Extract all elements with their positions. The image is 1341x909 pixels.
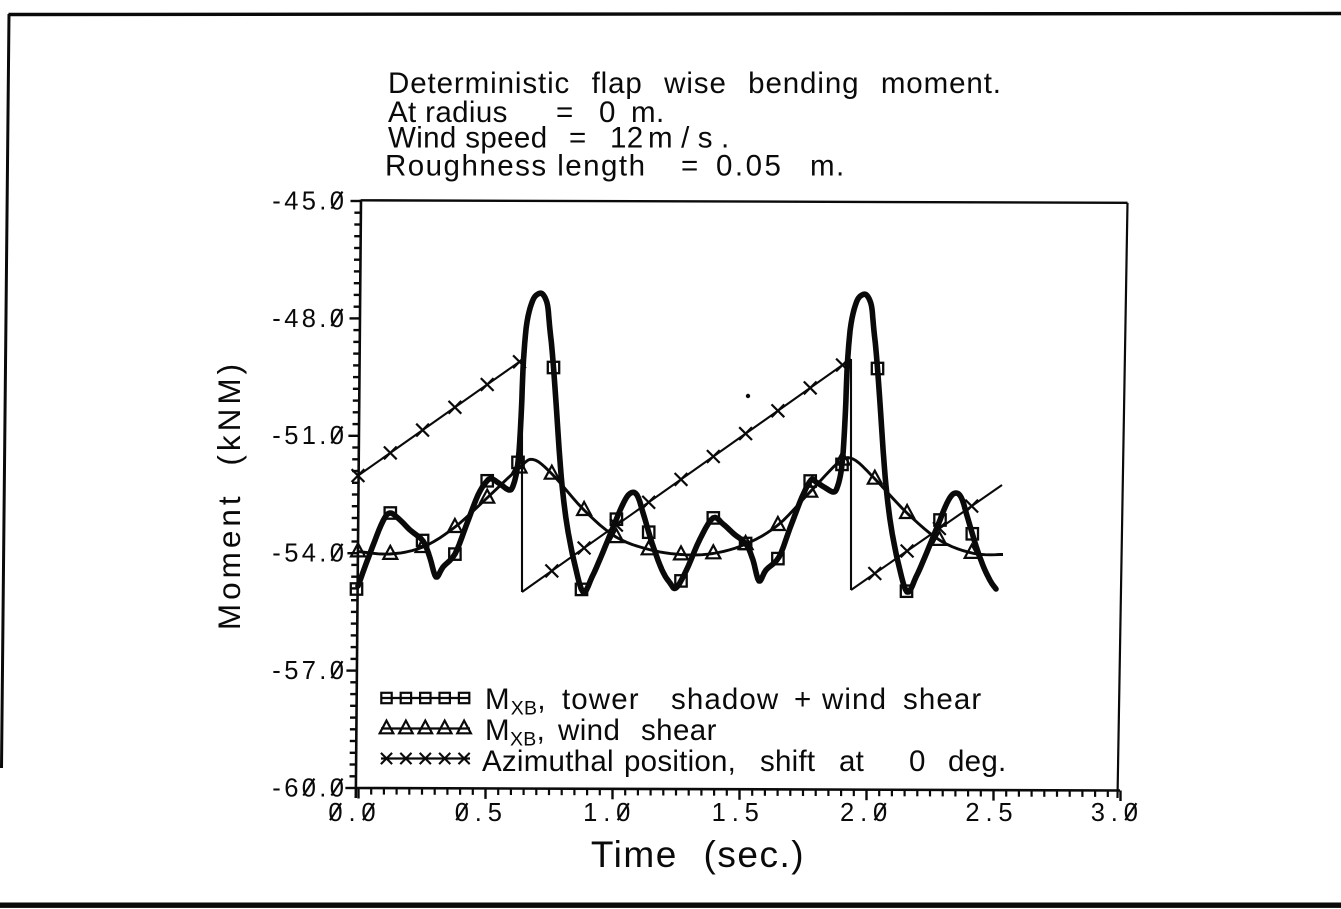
- svg-text:-54.0: -54.0: [272, 540, 344, 568]
- svg-text:At radius=0m.: At radius = 0 m.: [388, 96, 665, 129]
- svg-text:Roughness length=0.05m.: Roughness length = 0.05 m.: [385, 150, 846, 183]
- svg-text:Wind speed=12m/s.: Wind speed = 12 m/s.: [388, 122, 738, 155]
- svg-text:2.5: 2.5: [965, 799, 1012, 827]
- svg-text:0.5: 0.5: [455, 799, 502, 827]
- svg-text:-51.0: -51.0: [272, 422, 344, 450]
- svg-text:-57.0: -57.0: [272, 657, 344, 685]
- svg-text:Deterministic flap wise bendin: Deterministic flap wise bending moment.: [388, 67, 1002, 100]
- svg-text:Time (sec.): Time (sec.): [591, 834, 805, 875]
- svg-text:1.5: 1.5: [712, 799, 759, 827]
- svg-text:-48.0: -48.0: [272, 305, 344, 333]
- svg-text:-45.0: -45.0: [272, 187, 344, 215]
- svg-text:Moment (kNM): Moment (kNM): [211, 360, 247, 630]
